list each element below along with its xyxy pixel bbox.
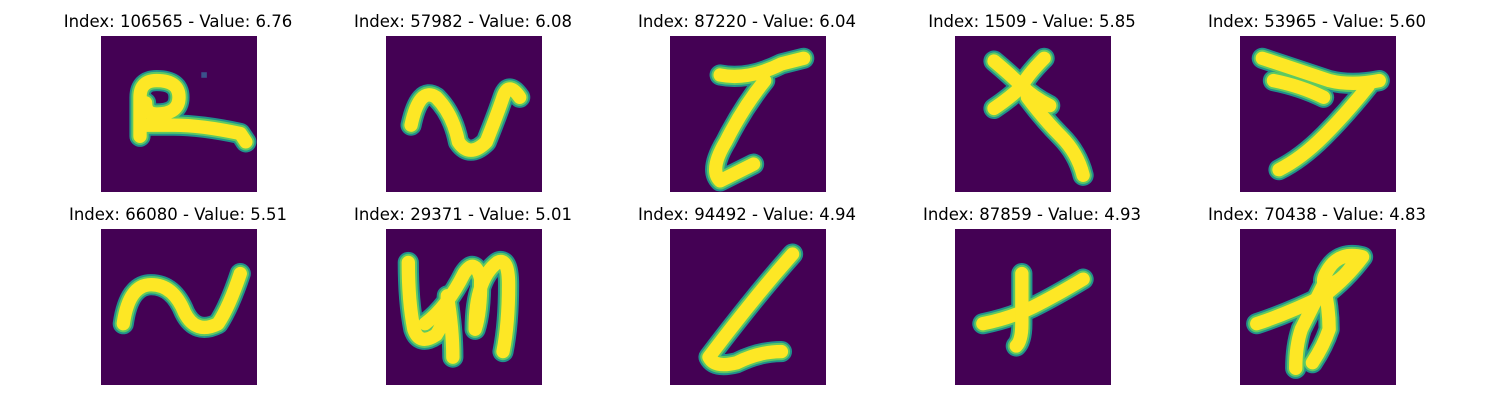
- panel-title: Index: 94492 - Value: 4.94: [637, 205, 856, 224]
- glyph-stroke: [1305, 278, 1336, 370]
- glyph-group: [1246, 244, 1374, 379]
- glyph-stroke: [404, 82, 527, 157]
- glyph-stroke: [418, 254, 516, 359]
- digit-image: [670, 229, 826, 385]
- glyph-stroke: [709, 73, 772, 188]
- glyph-stroke: [713, 51, 811, 84]
- panel-title: Index: 29371 - Value: 5.01: [353, 205, 572, 224]
- glyph-group: [698, 243, 804, 376]
- glyph-stroke: [138, 118, 253, 149]
- glyph-stroke: [401, 255, 460, 364]
- digit-image: [386, 229, 542, 385]
- glyph-stroke: [702, 247, 800, 372]
- glyph-group: [972, 262, 1094, 357]
- digit-image: [386, 36, 542, 192]
- glyph-stroke: [987, 51, 1051, 116]
- panel-title: Index: 87220 - Value: 6.04: [637, 12, 856, 31]
- panel-title: Index: 53965 - Value: 5.60: [1207, 12, 1426, 31]
- digit-image: [955, 229, 1111, 385]
- glyph-group: [400, 78, 531, 161]
- digit-image: [101, 229, 257, 385]
- panel-title: Index: 70438 - Value: 4.83: [1207, 205, 1426, 224]
- glyph-group: [983, 47, 1094, 186]
- digit-image: [1240, 229, 1396, 385]
- glyph-stroke: [116, 266, 247, 335]
- digit-image: [101, 36, 257, 192]
- panel-title: Index: 57982 - Value: 6.08: [353, 12, 572, 31]
- panel-title: Index: 87859 - Value: 4.93: [922, 205, 1141, 224]
- digit-image: [1240, 36, 1396, 192]
- glyph-group: [112, 262, 251, 338]
- digit-image: [670, 36, 826, 192]
- glyph-stroke: [1266, 73, 1331, 104]
- glyph-group: [1251, 47, 1390, 181]
- glyph-group: [705, 47, 815, 192]
- panel-title: Index: 66080 - Value: 5.51: [68, 205, 287, 224]
- panel-title: Index: 1509 - Value: 5.85: [928, 12, 1136, 31]
- glyph-stroke: [976, 272, 1090, 331]
- glyph-stroke: [1289, 278, 1331, 375]
- glyph-stroke: [1020, 90, 1090, 182]
- glyph-group: [129, 69, 257, 153]
- glyph-stroke: [1009, 266, 1029, 353]
- glyph-dot: [201, 72, 207, 78]
- panel-title: Index: 106565 - Value: 6.76: [63, 12, 293, 31]
- glyph-group: [397, 251, 520, 368]
- glyph-stroke: [1272, 79, 1375, 177]
- digit-image: [955, 36, 1111, 192]
- glyph-stroke: [133, 73, 186, 143]
